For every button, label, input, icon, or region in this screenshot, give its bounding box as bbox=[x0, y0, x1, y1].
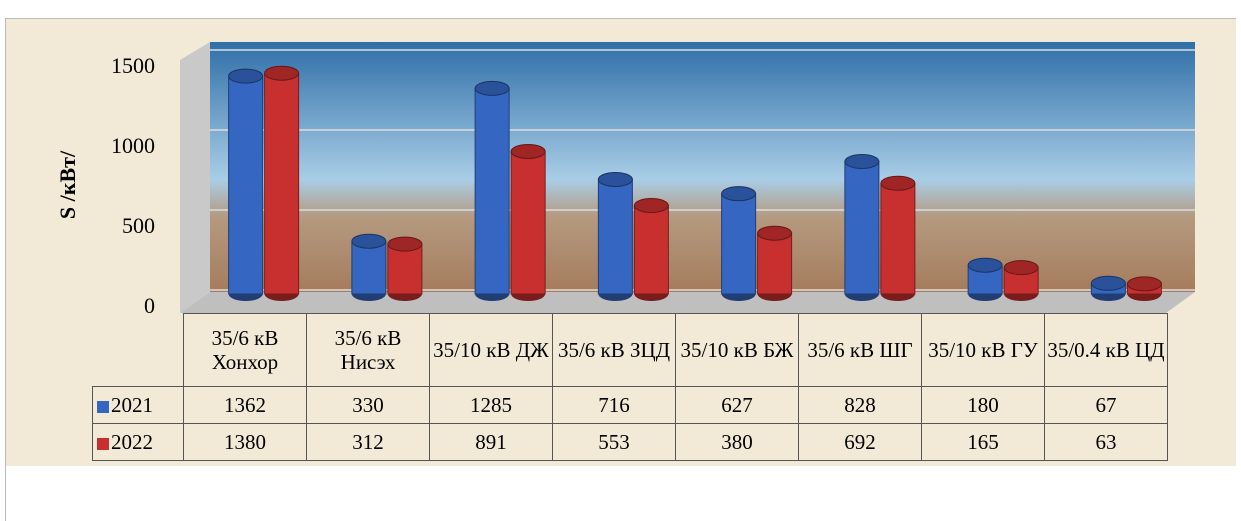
bar-top bbox=[1090, 275, 1126, 291]
value-cell: 891 bbox=[429, 423, 553, 461]
bar-top bbox=[264, 65, 300, 81]
bar bbox=[351, 240, 387, 295]
legend-entry: 2021 bbox=[92, 386, 184, 424]
y-tick-label: 1500 bbox=[111, 53, 155, 78]
bar bbox=[387, 243, 423, 295]
value-cell: 692 bbox=[798, 423, 922, 461]
bar-top bbox=[967, 257, 1003, 273]
bar bbox=[880, 182, 916, 295]
legend-swatch bbox=[97, 438, 109, 451]
category-label: 35/6 кВ Хонхор bbox=[183, 313, 307, 387]
value-cell: 67 bbox=[1044, 386, 1168, 424]
bar-top bbox=[351, 233, 387, 249]
bar bbox=[597, 178, 633, 295]
bar bbox=[228, 75, 264, 295]
bar bbox=[844, 161, 880, 295]
page-border bbox=[5, 465, 6, 521]
category-label: 35/10 кВ ГУ bbox=[921, 313, 1045, 387]
bar-top bbox=[844, 154, 880, 170]
value-cell: 627 bbox=[675, 386, 799, 424]
value-cell: 716 bbox=[552, 386, 676, 424]
value-cell: 1380 bbox=[183, 423, 307, 461]
bar-top bbox=[474, 80, 510, 96]
value-cell: 1285 bbox=[429, 386, 553, 424]
table-row: 2022 1380 312 891 553 380 692 165 63 bbox=[92, 423, 1168, 461]
category-label: 35/10 кВ ДЖ bbox=[429, 313, 553, 387]
data-table: 35/6 кВ Хонхор 35/6 кВ Нисэх 35/10 кВ ДЖ 35… bbox=[92, 313, 1168, 461]
value-cell: 63 bbox=[1044, 423, 1168, 461]
category-label: 35/0.4 кВ ЦД bbox=[1044, 313, 1168, 387]
table-row: 35/6 кВ Хонхор 35/6 кВ Нисэх 35/10 кВ ДЖ 35… bbox=[93, 313, 1168, 387]
category-label: 35/6 кВ ЗЦД bbox=[552, 313, 676, 387]
floor bbox=[180, 292, 1195, 313]
table-row: 2021 1362 330 1285 716 627 828 180 67 bbox=[92, 386, 1168, 424]
y-axis-label: S /кВт/ bbox=[55, 150, 80, 219]
bar-top bbox=[597, 171, 633, 187]
bar-top bbox=[387, 236, 423, 252]
value-cell: 180 bbox=[921, 386, 1045, 424]
value-cell: 312 bbox=[306, 423, 430, 461]
category-label: 35/10 кВ БЖ bbox=[675, 313, 799, 387]
value-cell: 165 bbox=[921, 423, 1045, 461]
legend-label: 2022 bbox=[111, 430, 153, 454]
value-cell: 828 bbox=[798, 386, 922, 424]
value-cell: 380 bbox=[675, 423, 799, 461]
corner bbox=[93, 314, 184, 387]
bar-top bbox=[1003, 260, 1039, 276]
bar-top bbox=[721, 186, 757, 202]
category-label: 35/6 кВ Нисэх bbox=[306, 313, 430, 387]
y-tick-label: 0 bbox=[144, 293, 155, 318]
value-cell: 330 bbox=[306, 386, 430, 424]
bar-top bbox=[880, 175, 916, 191]
bar bbox=[721, 193, 757, 295]
legend-label: 2021 bbox=[111, 393, 153, 417]
bar-top bbox=[228, 68, 264, 84]
bar bbox=[510, 150, 546, 295]
bar-top bbox=[633, 198, 669, 214]
legend-swatch bbox=[97, 401, 109, 414]
bar-top bbox=[510, 143, 546, 159]
value-cell: 553 bbox=[552, 423, 676, 461]
bar bbox=[757, 232, 793, 295]
bar bbox=[264, 72, 300, 295]
category-label: 35/6 кВ ШГ bbox=[798, 313, 922, 387]
value-cell: 1362 bbox=[183, 386, 307, 424]
bar bbox=[474, 87, 510, 295]
side-wall bbox=[180, 42, 210, 313]
bar-top bbox=[757, 225, 793, 241]
legend-entry: 2022 bbox=[92, 423, 184, 461]
bar bbox=[633, 205, 669, 295]
y-tick-label: 1000 bbox=[111, 133, 155, 158]
y-tick-label: 500 bbox=[122, 213, 155, 238]
bar-top bbox=[1126, 276, 1162, 292]
